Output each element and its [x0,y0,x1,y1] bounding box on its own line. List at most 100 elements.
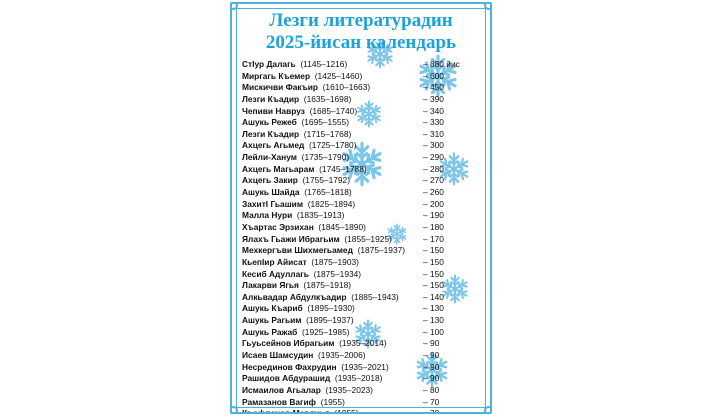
author-years: (1935–2006) [318,350,366,361]
anniversary-value: – 90 [423,338,440,349]
author-years: (1745–1788) [319,163,367,174]
list-item: Рашидов Абдурашид (1935–2018) – 90 [242,373,484,385]
author-name: ЗахитІ Гьашим (1825–1894) [242,199,355,211]
author-name: Ашукь Режеб (1695–1555) [242,117,349,129]
anniversary-value: – 140 [423,291,444,302]
author-name: Лейли-Ханум (1735–1790) [242,152,349,164]
author-years: (1835–1913) [296,210,345,221]
title-line-2: 2025-йисан календарь [265,32,457,53]
author-name: Ашукь Шайда (1765–1818) [242,187,352,199]
list-item: Ашукь Режеб (1695–1555) – 330 [242,117,484,129]
author-name-text: ЗахитІ Гьашим [242,198,304,209]
author-name: Алкьвадар Абдулкъадир (1885–1943) [242,292,399,304]
anniversary-value: – 130 [423,303,444,314]
author-name-text: Ашукь Шайда [242,187,300,198]
author-years: (1725–1780) [309,140,357,151]
author-name-text: Хъартас Эрзихан [242,221,314,232]
author-years: (1935–2023) [325,384,373,395]
anniversary-value: – 80 [423,384,440,395]
author-years: (1145–1216) [300,59,348,69]
author-name-text: Ахцегь Агьмед [242,140,305,151]
author-name-text: Кесиб Адуллагь [242,268,309,279]
anniversary-value: – 190 [423,210,444,221]
list-item: Малла Нури (1835–1913) – 190 [242,210,484,222]
author-name: Лезги Къадир (1715–1768) [242,129,351,141]
anniversary-value: – 270 [423,175,444,186]
author-name-text: Лезги Къадир [242,93,300,104]
author-name: Мехкергъви Шихмегьамед (1875–1937) [242,245,405,257]
list-item: Миргагь Къемер (1425–1460) – 600 [242,71,484,83]
anniversary-value: – 450 [423,82,444,93]
list-item: Исаев Шамсудин (1935–2006) – 90 [242,350,484,362]
list-item: Ахцегь Магьарам (1745–1788) – 280 [242,164,484,176]
author-name-text: Ялахъ Гьажи Ибрагьим [242,233,340,244]
author-years: (1875–1937) [357,245,406,256]
author-years: (1885–1943) [351,291,399,302]
author-name: Рамазанов Вагиф (1955) [242,397,345,409]
author-name-text: Лейли-Ханум [242,152,297,163]
author-years: (1955) [334,408,359,414]
anniversary-value: – 260 [423,187,444,198]
author-name-text: Несрединов Фахрудин [242,361,337,372]
author-name-text: КьепІир Айисат [242,256,307,267]
list-item: Хъартас Эрзихан (1845–1890) – 180 [242,222,484,234]
author-years: (1875–1918) [303,280,352,291]
author-name-text: Къафланов Мевлуьд [242,408,330,414]
author-name-text: Мискичви Факъир [242,82,318,93]
author-years: (1855–1925) [344,233,392,244]
anniversary-value: – 330 [423,117,444,128]
author-name-text: Ашукь Режеб [242,117,297,128]
author-years: (1925–1985) [302,326,350,337]
list-item: Лезги Къадир (1715–1768) – 310 [242,129,484,141]
author-years: (1825–1894) [307,198,356,209]
anniversary-value: – 90 [423,373,440,384]
anniversary-value: – 170 [423,233,444,244]
anniversary-value: – 310 [423,128,444,139]
author-name-text: Лезги Къадир [242,128,300,139]
list-item: Ашукь Къариб (1895–1930) – 130 [242,303,484,315]
author-years: (1715–1768) [303,128,352,139]
anniversary-value: – 150 [423,256,444,267]
anniversary-value: – 70 [423,396,440,407]
list-item: КьепІир Айисат (1875–1903) – 150 [242,257,484,269]
list-item: Алкьвадар Абдулкъадир (1885–1943) – 140 [242,292,484,304]
list-item: Ахцегь Агьмед (1725–1780) – 300 [242,140,484,152]
anniversary-value: – 100 [423,326,444,337]
anniversary-value: – 150 [423,268,444,279]
author-years: (1425–1460) [314,70,363,81]
frame-corner-ornament [232,4,238,10]
author-years: (1895–1937) [306,315,354,326]
title-line-1: Лезги литературадин [269,10,453,31]
list-item: Ялахъ Гьажи Ибрагьим (1855–1925) – 170 [242,234,484,246]
anniversary-value: – 150 [423,280,444,291]
author-years: (1875–1934) [313,268,362,279]
anniversary-value: – 300 [423,140,444,151]
list-item: Кесиб Адуллагь (1875–1934) – 150 [242,269,484,281]
author-name: Къафланов Мевлуьд (1955) [242,408,359,414]
anniversary-value: – 600 [423,70,444,81]
author-name: Исаев Шамсудин (1935–2006) [242,350,366,362]
author-name-text: СтІур Далагь [242,59,296,69]
author-name: Мискичви Факъир (1610–1663) [242,82,370,94]
anniversary-value: – 340 [423,105,444,116]
anniversary-value: – 70 [423,408,440,414]
author-years: (1845–1890) [318,221,366,232]
list-item: ЗахитІ Гьашим (1825–1894) – 200 [242,199,484,211]
author-name: Ахцегь Закир (1755–1792) [242,175,350,187]
author-years: (1635–1698) [303,93,352,104]
author-years: (1755–1792) [302,175,351,186]
author-name: Ахцегь Магьарам (1745–1788) [242,164,367,176]
anniversary-value: – 90 [423,361,440,372]
author-name-text: Мехкергъви Шихмегьамед [242,245,353,256]
author-name-text: Лакарви Ягья [242,280,299,291]
author-name: Миргагь Къемер (1425–1460) [242,71,362,83]
author-name: СтІур Далагь (1145–1216) [242,59,347,71]
author-name: Рашидов Абдурашид (1935–2018) [242,373,382,385]
author-years: (1935–2018) [334,373,383,384]
list-item: Ашукь Шайда (1765–1818) – 260 [242,187,484,199]
list-item: Исмаилов Агьалар (1935–2023) – 80 [242,385,484,397]
author-name: Малла Нури (1835–1913) [242,210,344,222]
frame-corner-ornament [232,406,238,412]
frame-corner-ornament [484,406,490,412]
author-name-text: Малла Нури [242,210,293,221]
